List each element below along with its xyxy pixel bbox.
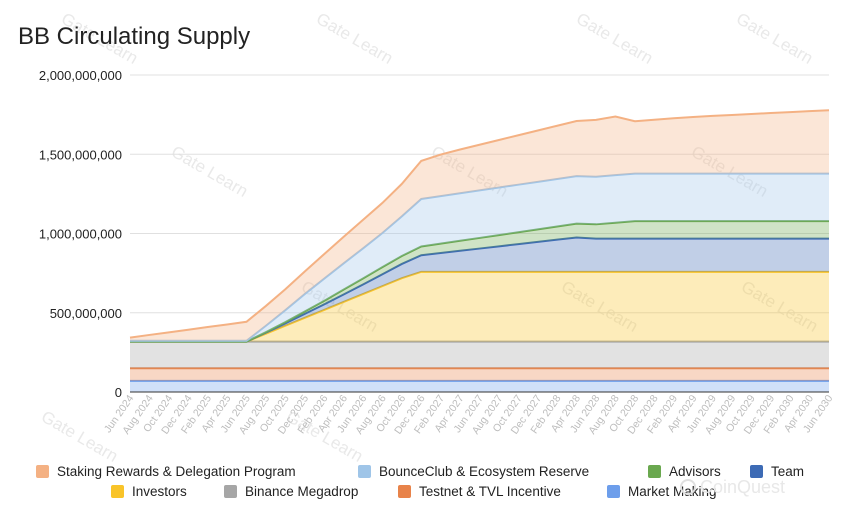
- watermark-text: Gate Learn: [733, 9, 816, 68]
- legend-item: Staking Rewards & Delegation Program: [36, 464, 296, 479]
- y-axis: 0 500,000,000 1,000,000,000 1,500,000,00…: [39, 68, 122, 400]
- legend-label: BounceClub & Ecosystem Reserve: [379, 464, 589, 479]
- legend-item: Team: [750, 464, 804, 479]
- coinquest-watermark-text: CoinQuest: [700, 477, 785, 497]
- watermark-text: Gate Learn: [38, 407, 121, 466]
- area-bounceclub-ecosystem-reserve: [130, 173, 829, 342]
- area-market-making: [130, 380, 829, 392]
- line-staking-rewards-delegation-program: [129, 109, 830, 339]
- legend: Staking Rewards & Delegation Program Bou…: [36, 464, 804, 499]
- legend-swatch-investors: [111, 485, 124, 498]
- gridlines: [130, 74, 829, 314]
- coinquest-logo-icon: [680, 479, 696, 495]
- coinquest-watermark: CoinQuest: [680, 477, 785, 497]
- y-tick-label: 2,000,000,000: [39, 68, 122, 83]
- legend-label: Binance Megadrop: [245, 484, 358, 499]
- watermark-text: Gate Learn: [313, 9, 396, 68]
- y-tick-label: 1,000,000,000: [39, 227, 122, 242]
- legend-label: Team: [771, 464, 804, 479]
- legend-item: BounceClub & Ecosystem Reserve: [358, 464, 589, 479]
- legend-swatch-staking: [36, 465, 49, 478]
- legend-item: Testnet & TVL Incentive: [398, 484, 561, 499]
- area-investors: [130, 271, 829, 342]
- legend-swatch-market-making: [607, 485, 620, 498]
- line-bounceclub-ecosystem-reserve: [130, 172, 829, 342]
- area-testnet-tvl-incentive: [130, 368, 829, 381]
- plot-area: [129, 109, 830, 392]
- legend-label: Advisors: [669, 464, 721, 479]
- legend-item: Investors: [111, 484, 187, 499]
- area-binance-megadrop: [130, 341, 829, 369]
- chart-title: BB Circulating Supply: [18, 23, 250, 50]
- legend-item: Advisors: [648, 464, 721, 479]
- legend-swatch-advisors: [648, 465, 661, 478]
- legend-swatch-team: [750, 465, 763, 478]
- legend-swatch-binance-megadrop: [224, 485, 237, 498]
- y-tick-label: 500,000,000: [50, 306, 122, 321]
- watermark-text: Gate Learn: [573, 9, 656, 68]
- legend-swatch-testnet: [398, 485, 411, 498]
- y-tick-label: 1,500,000,000: [39, 147, 122, 162]
- legend-label: Staking Rewards & Delegation Program: [57, 464, 296, 479]
- legend-swatch-bounceclub: [358, 465, 371, 478]
- legend-item: Binance Megadrop: [224, 484, 358, 499]
- watermark-text: Gate Learn: [168, 142, 251, 201]
- legend-label: Investors: [132, 484, 187, 499]
- area-team: [130, 237, 829, 342]
- area-staking-rewards-delegation-program: [130, 110, 829, 341]
- legend-label: Testnet & TVL Incentive: [419, 484, 561, 499]
- y-tick-label: 0: [115, 385, 122, 400]
